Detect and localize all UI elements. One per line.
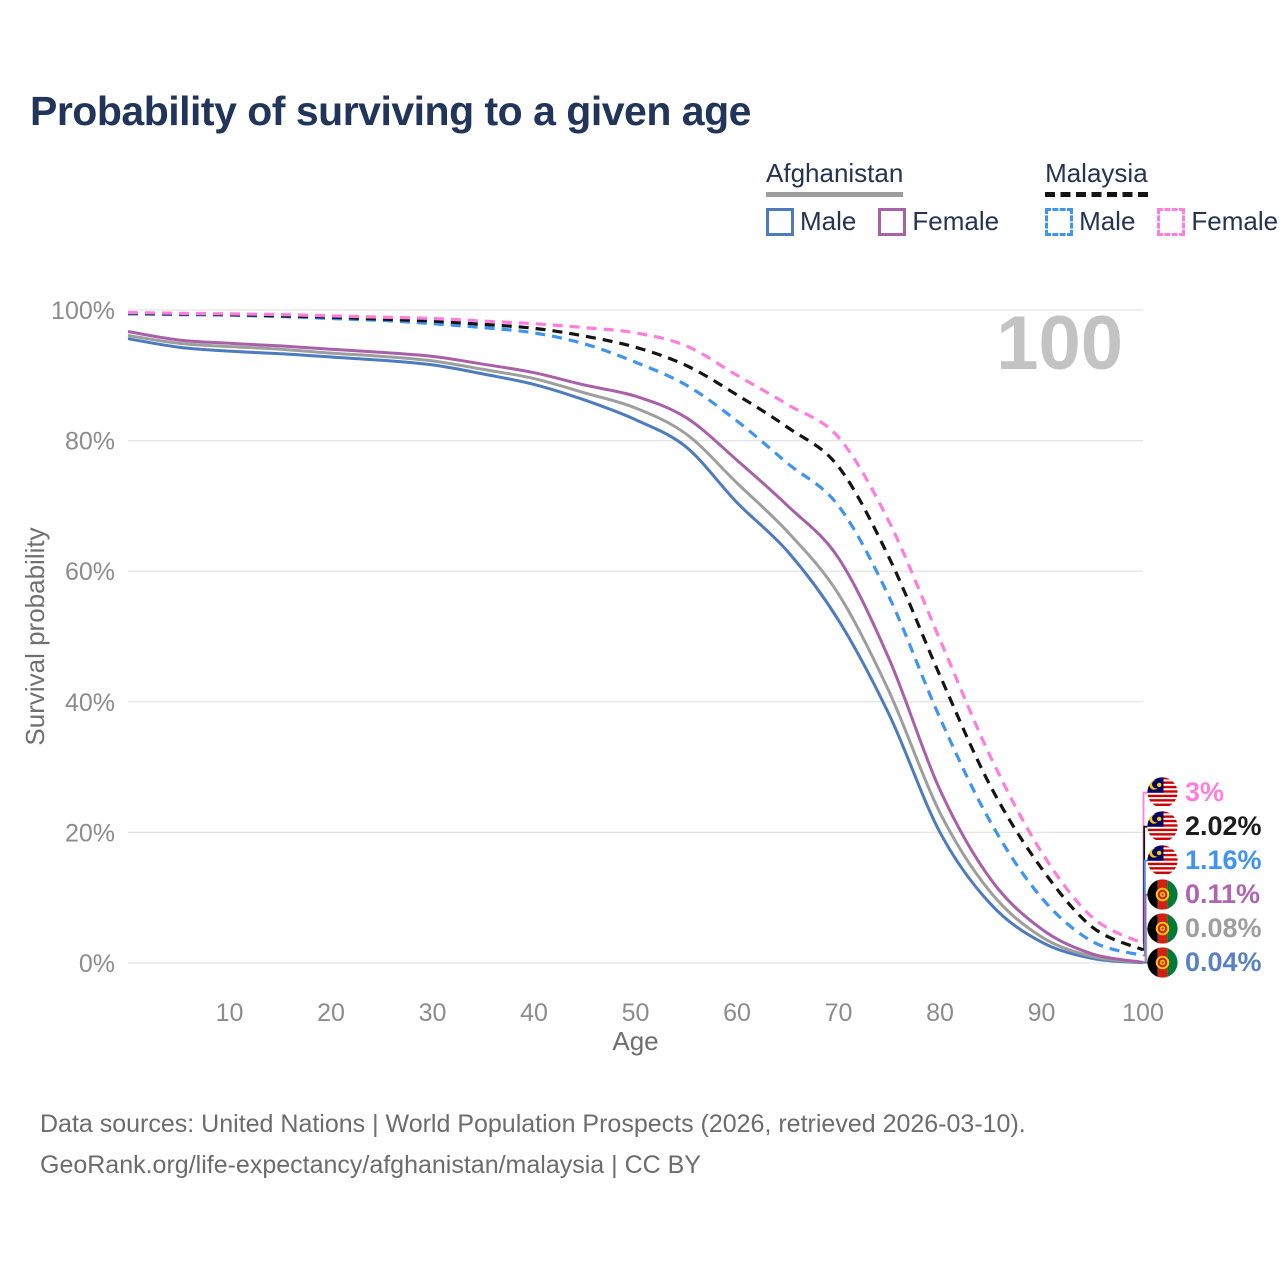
end-label-malaysia-male: 1.16% (1147, 845, 1262, 877)
legend-label: Female (1191, 206, 1279, 236)
end-value: 3% (1185, 777, 1225, 808)
age-indicator: 100 (996, 301, 1123, 386)
x-tick-label: 90 (1028, 999, 1056, 1027)
page-title: Probability of surviving to a given age (30, 88, 751, 134)
y-tick-label: 80% (65, 428, 115, 456)
legend-swatch-afghanistan-female (878, 207, 907, 236)
flag-afghanistan-icon (1147, 947, 1178, 978)
series-line-malaysia-both-sexes (127, 311, 1144, 952)
y-tick-label: 20% (65, 819, 115, 847)
flag-malaysia-icon (1147, 845, 1178, 876)
flag-afghanistan-icon (1147, 913, 1178, 944)
legend-label: Female (912, 206, 1000, 236)
legend-swatch-malaysia-male (1045, 207, 1074, 236)
series-line-afghanistan-male (127, 337, 1144, 965)
x-tick-label: 80 (926, 999, 954, 1027)
y-tick-label: 40% (65, 689, 115, 717)
y-tick-label: 100% (51, 297, 115, 325)
x-tick-label: 100 (1122, 999, 1164, 1027)
end-value: 0.04% (1185, 947, 1262, 978)
end-label-afghanistan-male: 0.04% (1147, 947, 1262, 979)
x-tick-label: 10 (216, 999, 244, 1027)
legend-country-malaysia: Malaysia (1045, 158, 1148, 197)
end-value: 0.08% (1185, 913, 1262, 944)
series-line-afghanistan-female (127, 330, 1144, 964)
series-line-malaysia-male (127, 312, 1144, 957)
legend-item-afghanistan-female[interactable]: Female (878, 206, 999, 237)
end-label-afghanistan-both-sexes: 0.08% (1147, 913, 1262, 945)
flag-afghanistan-icon (1147, 879, 1178, 910)
x-tick-label: 70 (825, 999, 853, 1027)
flag-malaysia-icon (1147, 777, 1178, 808)
x-tick-label: 40 (520, 999, 548, 1027)
footer-data-sources: Data sources: United Nations | World Pop… (40, 1110, 1026, 1138)
y-tick-label: 0% (79, 950, 115, 978)
legend-group-malaysia: Malaysia Male Female (1045, 158, 1278, 237)
x-tick-label: 50 (622, 999, 650, 1027)
legend-swatch-afghanistan-male (766, 207, 794, 236)
x-axis-title: Age (612, 1026, 658, 1056)
legend-item-malaysia-female[interactable]: Female (1157, 206, 1278, 237)
legend-group-afghanistan: Afghanistan Male Female (766, 158, 999, 237)
x-tick-label: 20 (317, 999, 345, 1027)
legend-item-afghanistan-male[interactable]: Male (766, 206, 856, 237)
footer-attribution: GeoRank.org/life-expectancy/afghanistan/… (40, 1151, 701, 1179)
end-value: 2.02% (1185, 811, 1262, 842)
end-value: 0.11% (1185, 879, 1261, 910)
series-line-afghanistan-both-sexes (127, 334, 1144, 964)
end-value: 1.16% (1185, 845, 1262, 876)
legend-swatch-malaysia-female (1157, 207, 1186, 236)
footer: Data sources: United Nations | World Pop… (40, 1104, 1026, 1186)
y-axis-title: Survival probability (20, 527, 50, 745)
end-label-afghanistan-female: 0.11% (1147, 879, 1260, 911)
end-label-malaysia-female: 3% (1147, 777, 1224, 809)
legend-label: Male (1079, 206, 1136, 236)
legend-item-malaysia-male[interactable]: Male (1045, 206, 1135, 237)
x-tick-label: 60 (723, 999, 751, 1027)
legend: Afghanistan Male Female Malaysia Male (766, 158, 1278, 237)
legend-label: Male (800, 206, 857, 236)
end-label-malaysia-both-sexes: 2.02% (1147, 811, 1262, 843)
legend-country-afghanistan: Afghanistan (766, 158, 904, 197)
x-tick-label: 30 (419, 999, 447, 1027)
series-line-malaysia-female (127, 311, 1144, 945)
flag-malaysia-icon (1147, 811, 1178, 842)
y-tick-label: 60% (65, 558, 115, 586)
